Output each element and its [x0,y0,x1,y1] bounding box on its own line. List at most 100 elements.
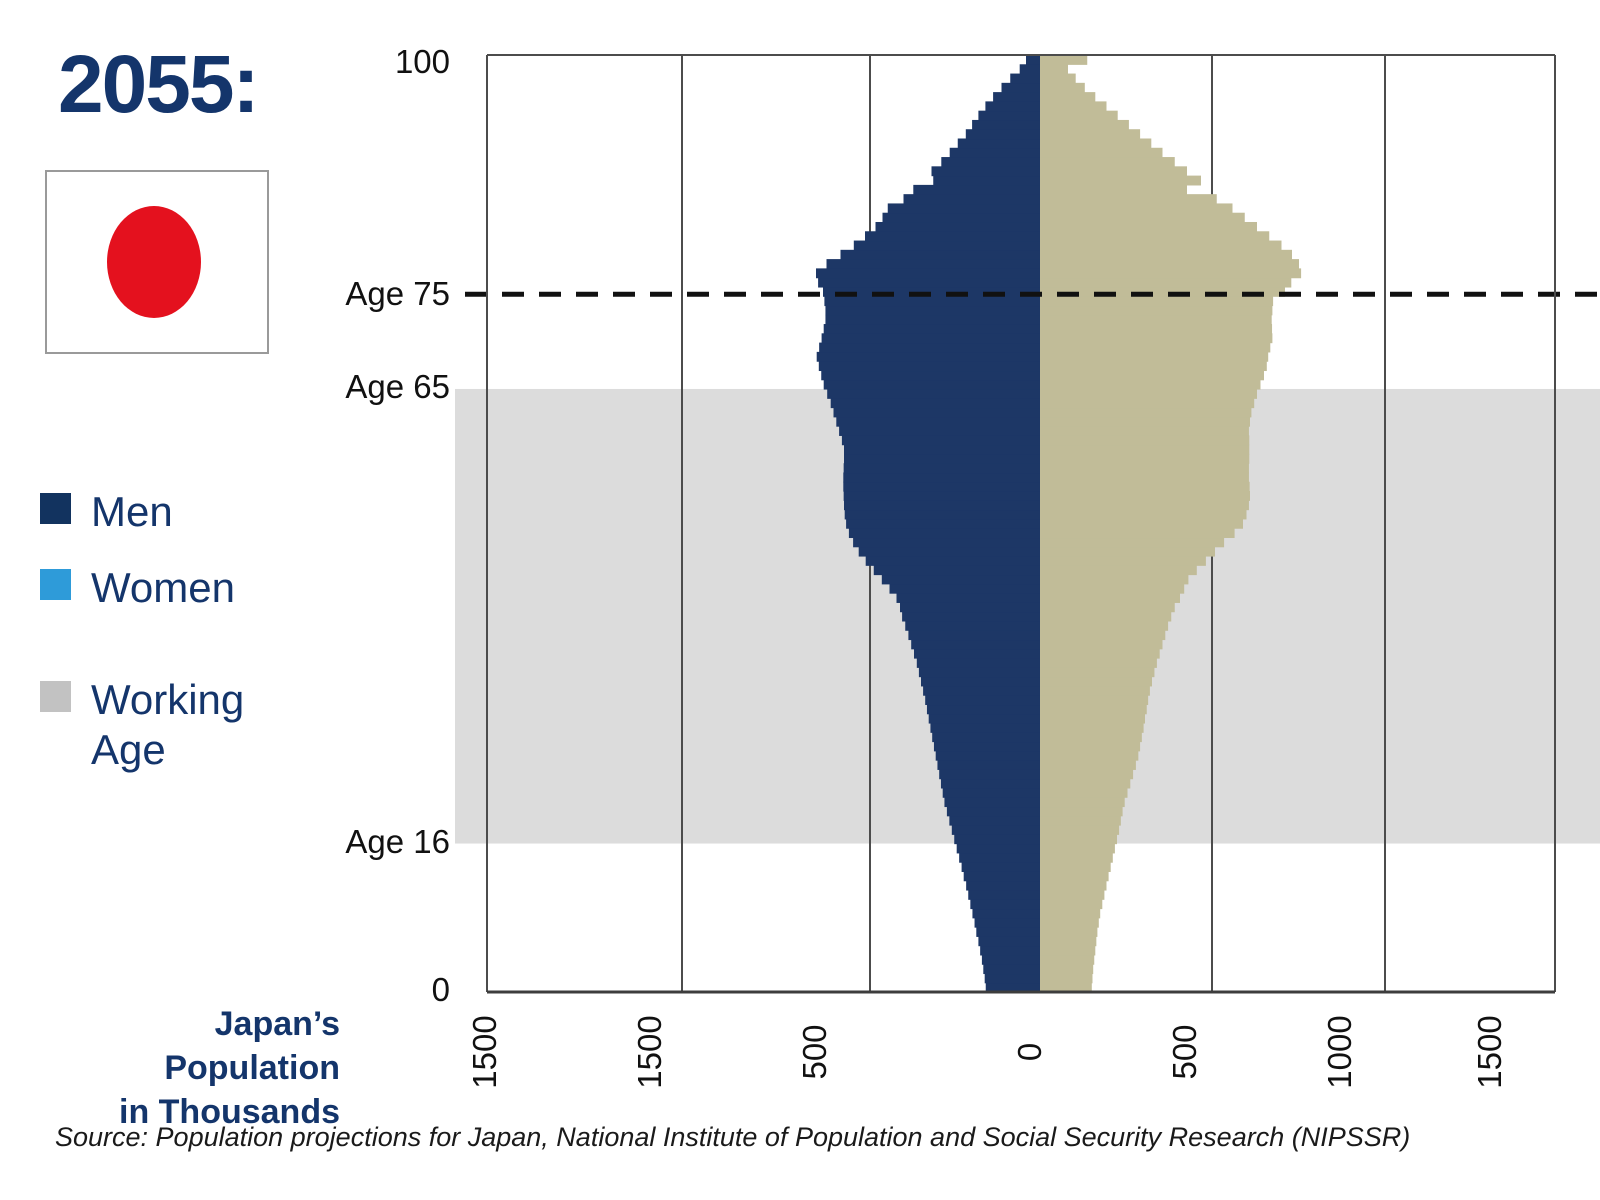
bar-men-age-75 [823,286,1040,297]
bar-women-age-30 [1040,704,1147,715]
bar-men-age-40 [902,611,1040,622]
bar-men-age-71 [823,324,1040,334]
bar-men-age-30 [926,704,1040,715]
x-axis-label-3: 0 [1011,1042,1048,1062]
bar-women-age-44 [1040,574,1189,585]
bar-men-age-78 [826,259,1040,269]
y-axis-label-age-65: Age 65 [345,367,450,405]
bar-women-age-23 [1040,769,1134,780]
bar-men-age-12 [963,871,1040,882]
bar-women-age-71 [1040,324,1273,334]
bar-men-age-70 [821,333,1040,344]
bar-women-age-20 [1040,797,1125,808]
y-axis-label-100: 100 [394,43,450,81]
bar-women-age-87 [1040,175,1201,186]
bar-men-age-17 [951,825,1040,835]
bar-men-age-36 [914,648,1040,659]
bar-women-age-28 [1040,722,1144,733]
bar-women-age-100 [1040,55,1088,65]
bar-men-age-62 [833,407,1040,418]
bar-men-age-34 [918,667,1040,678]
chart-legend: Men Women Working Age [40,487,261,801]
bar-women-age-60 [1040,426,1249,436]
bar-women-age-29 [1040,713,1145,724]
bar-men-age-65 [823,379,1040,390]
bar-men-age-51 [844,509,1040,520]
bar-women-age-13 [1040,862,1111,872]
legend-label: Men [91,488,173,535]
bar-men-age-88 [931,166,1040,177]
bar-women-age-88 [1040,166,1187,177]
bar-women-age-89 [1040,157,1175,167]
bar-men-age-87 [933,175,1040,186]
bar-men-age-49 [848,528,1040,539]
bar-men-age-10 [968,889,1040,900]
bar-women-age-50 [1040,518,1243,529]
bar-women-age-90 [1040,147,1163,158]
legend-item-women: Women [40,563,261,613]
bar-men-age-80 [853,240,1040,251]
bar-women-age-74 [1040,296,1274,307]
bar-men-age-38 [908,630,1040,641]
bar-women-age-6 [1040,927,1098,937]
bar-women-age-99 [1040,64,1068,75]
bar-men-age-5 [978,936,1040,947]
bar-women-age-68 [1040,351,1269,362]
bar-men-age-61 [836,416,1040,427]
bar-women-age-2 [1040,964,1094,975]
bar-men-age-96 [993,92,1040,102]
bar-women-age-66 [1040,370,1264,381]
bar-women-age-81 [1040,231,1270,242]
bar-men-age-81 [865,231,1040,242]
japan-flag-disc-icon [107,206,201,318]
bar-men-age-58 [844,444,1040,455]
bar-men-age-59 [841,435,1040,446]
bar-men-age-18 [949,815,1040,826]
bar-women-age-26 [1040,741,1141,752]
legend-swatch-icon [40,569,71,600]
bar-women-age-85 [1040,194,1217,205]
bar-women-age-97 [1040,82,1085,93]
bar-women-age-69 [1040,342,1271,353]
bar-women-age-40 [1040,611,1172,622]
bar-men-age-53 [843,491,1040,501]
bar-men-age-22 [940,778,1040,789]
bar-men-age-44 [881,574,1040,585]
x-axis-caption-line2: in Thousands [119,1093,340,1131]
legend-label: Women [91,564,235,611]
bar-men-age-69 [819,342,1040,353]
x-axis-label-5: 1000 [1321,1015,1358,1089]
bar-women-age-93 [1040,119,1129,130]
bar-women-age-17 [1040,825,1120,835]
bar-men-age-42 [896,593,1040,603]
bar-women-age-8 [1040,908,1101,919]
bar-men-age-4 [980,945,1040,956]
bar-men-age-85 [903,194,1040,205]
bar-men-age-8 [972,908,1040,919]
bar-women-age-51 [1040,509,1247,520]
bar-men-age-43 [889,583,1040,594]
bar-women-age-1 [1040,973,1093,984]
legend-swatch-icon [40,493,71,524]
bar-women-age-59 [1040,435,1250,446]
bar-men-age-63 [830,398,1040,409]
bar-women-age-82 [1040,221,1257,232]
bar-men-age-98 [1010,73,1040,84]
bar-women-age-72 [1040,314,1272,325]
bar-men-age-97 [1001,82,1040,93]
bar-men-age-99 [1019,64,1040,75]
bar-men-age-64 [827,388,1040,399]
y-axis-label-age-75: Age 75 [345,275,450,313]
x-axis-label-2: 500 [796,1024,833,1080]
bar-women-age-54 [1040,481,1250,492]
bar-men-age-21 [942,787,1040,798]
bar-men-age-13 [961,862,1040,872]
bar-women-age-80 [1040,240,1282,251]
bar-women-age-14 [1040,852,1113,863]
bar-women-age-56 [1040,463,1249,474]
bar-men-age-14 [959,852,1040,863]
bar-women-age-46 [1040,555,1206,566]
bar-women-age-92 [1040,129,1141,140]
bar-men-age-86 [913,184,1040,195]
